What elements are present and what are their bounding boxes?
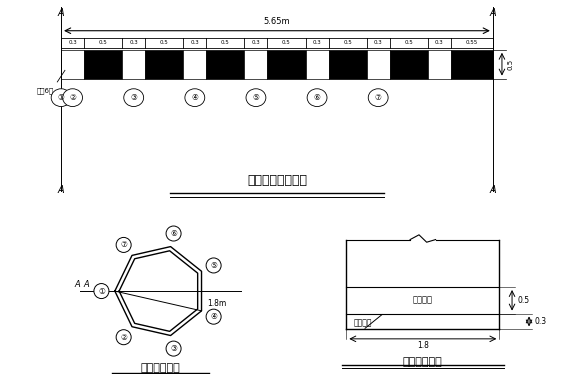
Circle shape: [307, 89, 327, 107]
Circle shape: [51, 89, 71, 107]
Text: ③: ③: [130, 93, 137, 102]
Text: ①: ①: [98, 287, 105, 296]
Text: A: A: [58, 8, 64, 18]
Text: 0.5: 0.5: [517, 296, 529, 305]
Bar: [428, 50, 451, 79]
Text: 0.3: 0.3: [68, 40, 77, 45]
Text: 0.3: 0.3: [435, 40, 444, 45]
Text: ⑤: ⑤: [210, 261, 217, 270]
Circle shape: [116, 237, 131, 253]
Text: 0.3: 0.3: [534, 317, 546, 326]
Circle shape: [246, 89, 266, 107]
Text: ⑥: ⑥: [170, 229, 177, 238]
Text: ①: ①: [58, 93, 65, 102]
Text: 0.5: 0.5: [282, 40, 291, 45]
Text: 钢护筒底: 钢护筒底: [353, 318, 372, 327]
Bar: [245, 50, 268, 79]
Text: 1.8m: 1.8m: [207, 299, 226, 308]
Bar: [268, 50, 305, 79]
Text: ②: ②: [69, 93, 76, 102]
Circle shape: [206, 309, 221, 324]
Bar: [328, 50, 367, 79]
Bar: [305, 50, 328, 79]
Text: 5.65m: 5.65m: [264, 17, 291, 26]
Text: A: A: [489, 184, 496, 195]
Circle shape: [62, 89, 83, 107]
Circle shape: [206, 258, 221, 273]
Bar: [183, 50, 206, 79]
Text: 开孔区域: 开孔区域: [413, 296, 433, 305]
Bar: [61, 50, 84, 79]
Bar: [145, 50, 183, 79]
Bar: [206, 50, 245, 79]
Circle shape: [368, 89, 388, 107]
Text: A: A: [489, 8, 496, 18]
Text: 0.3: 0.3: [374, 40, 383, 45]
Text: 开孔6图: 开孔6图: [36, 88, 53, 94]
Bar: [451, 50, 493, 79]
Text: 0.5: 0.5: [99, 40, 108, 45]
Text: 钢护筒侧视图: 钢护筒侧视图: [403, 357, 443, 367]
Text: A: A: [84, 280, 89, 290]
Text: 0.5: 0.5: [160, 40, 168, 45]
Text: A: A: [74, 280, 80, 290]
Text: 钢护筒开孔示意图: 钢护筒开孔示意图: [247, 174, 307, 187]
Text: ⑤: ⑤: [253, 93, 260, 102]
Circle shape: [166, 226, 181, 241]
Text: ③: ③: [170, 344, 177, 353]
Text: 1.8: 1.8: [417, 341, 429, 350]
Text: 0.5: 0.5: [343, 40, 352, 45]
Text: ⑥: ⑥: [313, 93, 320, 102]
Text: 0.55: 0.55: [466, 40, 478, 45]
Circle shape: [185, 89, 205, 107]
Circle shape: [166, 341, 181, 356]
Text: 0.5: 0.5: [221, 40, 230, 45]
Bar: [122, 50, 145, 79]
Text: 0.5: 0.5: [405, 40, 413, 45]
Text: ④: ④: [210, 312, 217, 321]
Circle shape: [94, 284, 109, 299]
Text: 0.3: 0.3: [190, 40, 199, 45]
Text: ④: ④: [191, 93, 198, 102]
Circle shape: [124, 89, 144, 107]
Text: ②: ②: [120, 333, 127, 342]
Text: ⑦: ⑦: [120, 240, 127, 249]
Text: 钢护筒俯视图: 钢护筒俯视图: [140, 364, 180, 373]
Text: A: A: [58, 184, 64, 195]
Bar: [367, 50, 390, 79]
Text: 0.3: 0.3: [313, 40, 321, 45]
Text: 0.3: 0.3: [129, 40, 138, 45]
Bar: [84, 50, 122, 79]
Text: ⑦: ⑦: [375, 93, 382, 102]
Text: 0.5: 0.5: [507, 59, 513, 70]
Bar: [390, 50, 428, 79]
Circle shape: [116, 330, 131, 345]
Text: 0.3: 0.3: [252, 40, 260, 45]
